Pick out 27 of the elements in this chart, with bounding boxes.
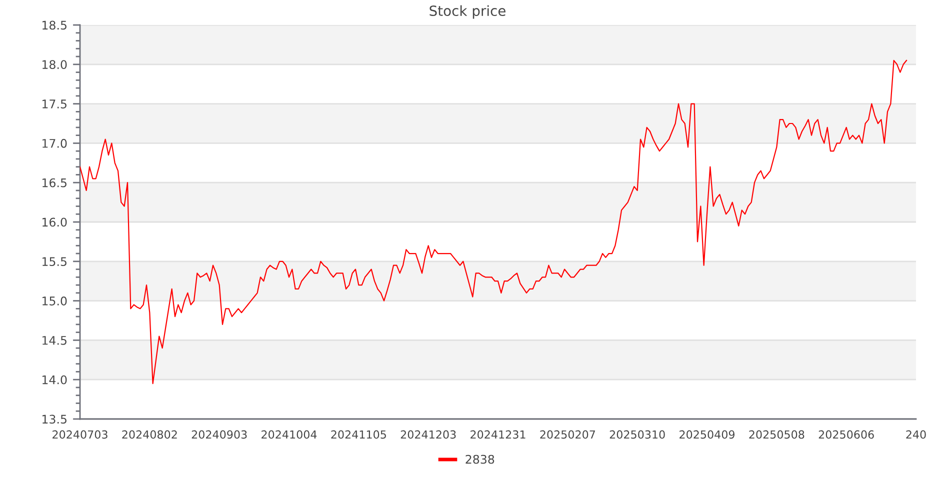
y-tick-label: 14.0: [42, 375, 67, 384]
x-tick-label: 20240703: [52, 430, 108, 439]
y-tick-label: 16.0: [42, 218, 67, 227]
x-tick-label: 20250606: [818, 430, 874, 439]
x-tick-label: 20250207: [540, 430, 595, 439]
line-series: [80, 60, 908, 384]
x-tick-label: 20250508: [749, 430, 804, 439]
y-tick-label: 18.5: [42, 20, 66, 30]
y-tick-label: 13.5: [42, 414, 66, 424]
y-tick-label: 18.0: [42, 60, 67, 70]
y-tick-label: 14.5: [42, 336, 66, 345]
y-tick-label: 17.5: [42, 100, 66, 108]
chart-title: Stock price: [430, 5, 506, 19]
y-tick-label: 17.0: [42, 138, 67, 148]
x-tick-label: 20241203: [400, 430, 456, 439]
x-tick-label: 20250409: [680, 430, 734, 439]
y-tick-label: 16.5: [42, 178, 66, 188]
x-tick-label: 20240903: [192, 430, 247, 439]
x-tick-label: 20241004: [262, 430, 317, 439]
legend-label: 2838: [466, 454, 494, 464]
x-tick-label: 20241105: [331, 430, 386, 439]
x-tick-label: 20250310: [610, 430, 665, 439]
y-tick-label: 15.5: [42, 257, 66, 266]
x-tick-label: 240: [906, 430, 926, 439]
y-tick-label: 15.0: [42, 296, 67, 306]
x-tick-label: 20240802: [122, 430, 177, 439]
x-tick-label: 20241231: [470, 430, 526, 439]
